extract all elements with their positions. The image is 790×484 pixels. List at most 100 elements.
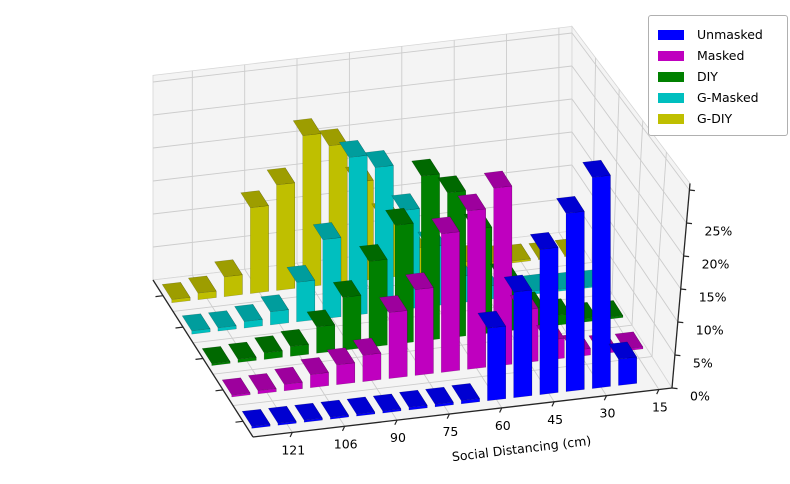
x-tick-label-60: 60: [495, 418, 511, 433]
x-tick: [551, 401, 555, 407]
bar-unmasked-bin13: [582, 159, 611, 389]
bar-g-diy-bin1: [187, 275, 217, 300]
rightwall-z-gridline: [571, 197, 676, 356]
bar-unmasked-bin2: [294, 402, 323, 423]
legend-item-diy: DIY: [658, 66, 778, 87]
z-tick-label-25%: 25%: [705, 224, 733, 239]
bar-g-masked-bin0: [181, 313, 211, 335]
z-tick: [683, 255, 690, 258]
bar-g-diy-bin5: [292, 117, 322, 288]
rightwall-z-gridline: [571, 164, 679, 323]
series-bars-unmasked: [241, 159, 638, 429]
legend-swatch: [658, 50, 684, 61]
legend-label: G-Masked: [697, 90, 759, 105]
x-tick: [341, 426, 346, 432]
bar-g-diy-bin2: [214, 258, 243, 297]
x-tick-label-45: 45: [547, 412, 563, 427]
bar-unmasked-bin3: [320, 399, 349, 420]
bar-unmasked-bin9: [477, 310, 507, 402]
bar-unmasked-bin10: [503, 274, 533, 399]
backwall-z-gridline: [152, 65, 573, 116]
bar-g-masked-bin2: [234, 303, 263, 329]
bar-diy-bin1: [227, 341, 257, 363]
z-axis-spine: [671, 183, 691, 389]
bar-unmasked-bin11: [529, 231, 559, 395]
bar-unmasked-bin8: [451, 382, 480, 405]
z-tick-label-0%: 0%: [690, 389, 710, 404]
rightwall-z-gridline: [571, 98, 684, 257]
bar-unmasked-bin6: [398, 389, 428, 411]
legend-item-g-masked: G-Masked: [658, 87, 778, 108]
y-tick: [175, 326, 184, 329]
bar-diy-bin4: [306, 309, 336, 354]
bar-g-masked-bin5: [312, 221, 342, 320]
bar-g-diy-bin4: [266, 167, 296, 291]
bar-g-masked-bin1: [207, 309, 237, 332]
y-tick: [155, 295, 164, 298]
rightwall-z-gridline: [571, 65, 687, 224]
bar-g-diy-bin3: [240, 189, 269, 294]
bar-masked-bin3: [300, 356, 329, 389]
z-tick: [674, 354, 681, 357]
z-tick: [689, 189, 695, 192]
legend-swatch: [658, 92, 684, 103]
bar-unmasked-bin12: [556, 195, 585, 392]
bar-masked-bin6: [378, 294, 408, 379]
bar-masked-bin4: [326, 347, 356, 385]
legend-swatch: [658, 113, 684, 124]
bar-masked-bin2: [274, 366, 303, 392]
x-tick: [499, 407, 503, 413]
x-tick: [603, 395, 608, 401]
backwall-z-gridline: [152, 98, 573, 149]
bar-unmasked-bin1: [267, 405, 297, 426]
z-tick-label-20%: 20%: [702, 257, 730, 272]
rightwall-z-gridline: [571, 32, 690, 191]
bar-masked-bin8: [431, 216, 460, 373]
x-tick: [394, 419, 398, 426]
y-tick: [215, 389, 224, 392]
z-tick: [680, 288, 687, 291]
z-tick: [671, 387, 678, 390]
legend-label: DIY: [697, 69, 718, 84]
z-tick-label-5%: 5%: [693, 356, 713, 371]
x-tick-label-15: 15: [652, 400, 668, 415]
x-tick-label-30: 30: [600, 406, 616, 421]
bar-unmasked-bin5: [372, 393, 402, 414]
legend-label: Masked: [697, 48, 745, 63]
x-axis-spine: [252, 387, 673, 438]
bar-g-diy-bin0: [161, 281, 191, 304]
y-tick: [235, 420, 244, 423]
rightwall-row-gridline: [631, 120, 644, 326]
legend-swatch: [658, 71, 684, 82]
y-tick: [195, 357, 204, 360]
bar-masked-bin9: [457, 193, 487, 370]
z-tick: [677, 321, 684, 324]
bar-masked-bin5: [352, 337, 382, 382]
bar-diy-bin0: [201, 345, 231, 366]
x-tick: [289, 432, 293, 438]
rightwall-z-gridline: [571, 131, 682, 290]
bar-diy-bin6: [358, 243, 388, 348]
x-tick: [656, 389, 660, 395]
bars-3d: [161, 117, 644, 429]
rightwall-row-gridline: [651, 151, 667, 357]
bar-masked-bin1: [247, 372, 277, 395]
z-tick-label-10%: 10%: [696, 323, 724, 338]
bar-g-masked-bin3: [260, 293, 289, 326]
bar-unmasked-bin14: [608, 341, 638, 386]
legend-item-masked: Masked: [658, 45, 778, 66]
bar-unmasked-bin4: [346, 396, 376, 417]
x-tick-label-75: 75: [442, 424, 458, 439]
legend-item-g-diy: G-DIY: [658, 108, 778, 129]
bar-unmasked-bin0: [241, 408, 271, 429]
x-tick-label-106: 106: [334, 436, 358, 451]
bar-masked-bin7: [405, 271, 434, 376]
legend-label: Unmasked: [697, 27, 763, 42]
x-tick-label-121: 121: [281, 442, 305, 457]
bar-masked-bin0: [221, 377, 251, 398]
legend-label: G-DIY: [697, 111, 733, 126]
z-tick-label-15%: 15%: [699, 290, 727, 305]
rightwall-row-gridline: [611, 89, 620, 294]
bar-g-masked-bin6: [338, 139, 368, 317]
